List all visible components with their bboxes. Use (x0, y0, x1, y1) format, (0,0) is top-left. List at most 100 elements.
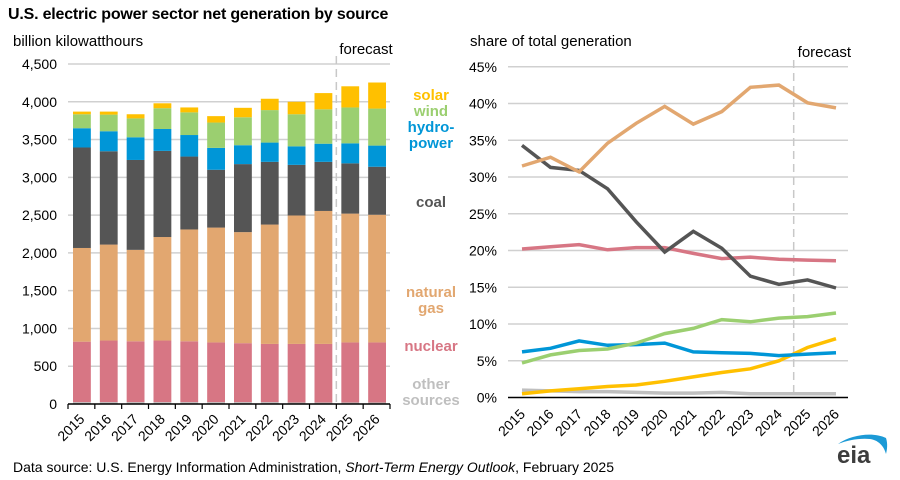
bar-segment-nuclear (341, 342, 360, 403)
right-x-tick-label: 2017 (552, 406, 585, 439)
left-x-tick-label: 2019 (162, 411, 195, 444)
left-x-tick-label: 2024 (296, 411, 329, 444)
bar-segment-natural-gas (234, 232, 252, 344)
bar-segment-solar (126, 114, 145, 119)
bar-segment-other (368, 402, 386, 404)
bar-segment-solar (234, 107, 252, 118)
right-chart-y-axis-label: share of total generation (470, 33, 632, 50)
right-x-tick-label: 2023 (723, 406, 756, 439)
left-y-tick-label: 3,500 (22, 132, 57, 148)
bar-segment-natural-gas (99, 244, 118, 341)
bar-segment-nuclear (180, 341, 199, 403)
right-y-tick-label: 35% (469, 132, 497, 148)
legend-item-nuclear: nuclear (396, 339, 466, 355)
bar-segment-nuclear (368, 342, 386, 403)
right-x-tick-label: 2025 (780, 406, 813, 439)
right-y-tick-label: 0% (477, 390, 497, 406)
bar-segment-other (207, 402, 225, 404)
bar-segment-solar (99, 111, 118, 115)
bar-segment-nuclear (99, 340, 118, 403)
legend-label: nuclear (404, 338, 458, 355)
bar-segment-nuclear (314, 343, 333, 403)
bar-segment-nuclear (73, 341, 91, 403)
bar-segment-wind (287, 114, 306, 147)
left-x-tick-label: 2021 (215, 411, 248, 444)
bar-segment-coal (368, 166, 386, 215)
bar-segment-nuclear (126, 341, 145, 403)
bar-segment-hydropower (341, 143, 360, 164)
line-series-hydropower (521, 339, 837, 358)
bar-segment-solar (180, 107, 199, 113)
bar-segment-hydropower (207, 147, 225, 170)
bar-segment-other (73, 402, 91, 404)
left-x-tick-label: 2022 (242, 411, 275, 444)
bar-segment-natural-gas (153, 237, 172, 341)
bar-segment-coal (99, 151, 118, 245)
bar-segment-coal (341, 163, 360, 214)
bar-segment-other (99, 402, 118, 404)
right-y-tick-label: 15% (469, 279, 497, 295)
left-y-tick-label: 3,000 (22, 169, 57, 185)
bar-segment-solar (314, 93, 333, 110)
bar-segment-solar (260, 98, 279, 111)
left-x-tick-label: 2020 (188, 411, 221, 444)
bar-segment-solar (341, 86, 360, 108)
left-y-tick-label: 1,500 (22, 283, 57, 299)
left-y-tick-label: 2,500 (22, 207, 57, 223)
bar-segment-other (287, 402, 306, 404)
bar-segment-nuclear (153, 340, 172, 403)
bar-segment-coal (260, 161, 279, 225)
right-y-tick-label: 30% (469, 169, 497, 185)
bar-segment-wind (341, 107, 360, 144)
bar-segment-hydropower (180, 135, 199, 157)
right-x-tick-label: 2016 (523, 406, 556, 439)
legend-label: sources (402, 392, 460, 409)
left-y-tick-label: 0 (49, 396, 57, 412)
bar-segment-natural-gas (287, 215, 306, 344)
left-x-tick-label: 2025 (323, 411, 356, 444)
bar-segment-solar (73, 111, 91, 115)
left-y-tick-label: 1,000 (22, 320, 57, 336)
bar-segment-other (314, 402, 333, 404)
bar-segment-hydropower (99, 131, 118, 152)
right-forecast-label: forecast (798, 44, 852, 61)
chart-title: U.S. electric power sector net generatio… (8, 6, 389, 23)
bar-segment-coal (153, 150, 172, 238)
legend-label: gas (418, 300, 444, 317)
footer-suffix: , February 2025 (515, 459, 614, 475)
bar-segment-natural-gas (207, 227, 225, 343)
bar-segment-coal (314, 161, 333, 211)
legend-label: other (412, 376, 450, 393)
bar-segment-wind (153, 108, 172, 129)
left-y-tick-label: 2,000 (22, 245, 57, 261)
bar-segment-coal (287, 164, 306, 216)
data-source-footer: Data source: U.S. Energy Information Adm… (13, 459, 614, 475)
bar-segment-hydropower (368, 145, 386, 167)
right-y-tick-label: 10% (469, 316, 497, 332)
left-chart-y-axis-label: billion kilowatthours (13, 33, 144, 50)
eia-logo-text: eia (837, 442, 871, 466)
legend-item-other: other sources (396, 377, 466, 409)
bar-segment-nuclear (234, 343, 252, 403)
bar-segment-hydropower (153, 128, 172, 151)
right-y-tick-label: 45% (469, 59, 497, 75)
bar-segment-wind (126, 118, 145, 138)
left-y-tick-label: 4,500 (22, 56, 57, 72)
bar-segment-coal (73, 147, 91, 248)
bar-segment-solar (207, 116, 225, 123)
bar-segment-natural-gas (368, 214, 386, 343)
left-x-tick-label: 2026 (349, 411, 382, 444)
bar-segment-hydropower (126, 137, 145, 160)
bar-segment-wind (180, 112, 199, 136)
bar-segment-wind (99, 114, 118, 132)
legend-item-hydropower: hydro-power (396, 120, 466, 152)
legend-label: wind (413, 103, 449, 120)
bar-segment-wind (234, 117, 252, 146)
bar-segment-nuclear (287, 343, 306, 403)
eia-logo-swoosh-icon (838, 434, 888, 454)
legend-label: solar (413, 87, 449, 104)
right-y-tick-label: 25% (469, 206, 497, 222)
bar-segment-nuclear (207, 342, 225, 403)
line-series-other (521, 388, 836, 396)
bar-segment-natural-gas (73, 247, 91, 342)
